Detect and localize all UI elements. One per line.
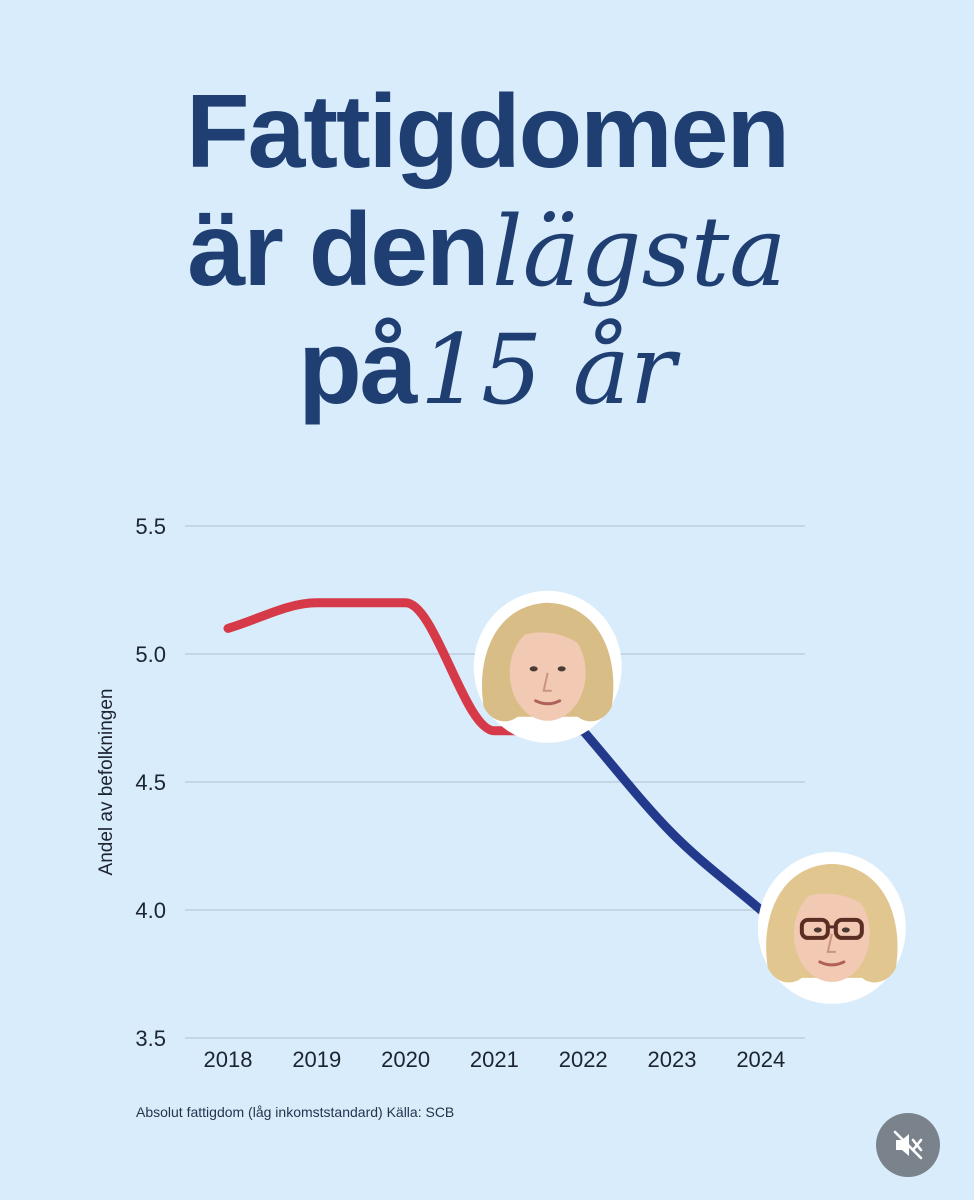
headline-italic-3: 15 år [420, 314, 676, 426]
y-tick-labels: 3.5 4.0 4.5 5.0 5.5 [135, 514, 166, 1051]
portrait-eye [557, 666, 566, 672]
y-tick-label: 5.0 [135, 642, 166, 667]
headline-bold-3: på [298, 310, 417, 426]
portrait-eye [529, 666, 538, 672]
y-tick-label: 4.0 [135, 898, 166, 923]
x-tick-label: 2019 [292, 1047, 341, 1072]
x-tick-label: 2018 [204, 1047, 253, 1072]
portrait-mouth [534, 699, 562, 706]
headline-bold-1: Fattigdomen [186, 74, 790, 190]
portrait-glasses [833, 917, 864, 940]
x-tick-label: 2021 [470, 1047, 519, 1072]
mute-button[interactable] [876, 1113, 940, 1177]
y-tick-label: 5.5 [135, 514, 166, 539]
portrait-eye [813, 927, 822, 933]
series-line-2 [578, 726, 766, 915]
portrait-fringe [787, 874, 876, 916]
portrait-1 [473, 590, 622, 743]
portrait-nose [542, 672, 552, 692]
y-tick-label: 3.5 [135, 1026, 166, 1051]
x-tick-label: 2022 [559, 1047, 608, 1072]
portraits [473, 590, 906, 1004]
x-tick-label: 2024 [736, 1047, 785, 1072]
portrait-eye [841, 927, 850, 933]
portrait-2 [757, 851, 906, 1004]
portrait-mouth [818, 960, 846, 967]
portrait-face [509, 624, 586, 721]
headline-line-1: Fattigdomen [0, 80, 974, 198]
portrait-nose [826, 933, 836, 953]
y-axis-label: Andel av befolkningen [96, 689, 117, 876]
headline-line-2: är den lägsta [0, 198, 974, 316]
gridlines [185, 525, 805, 1039]
speaker-muted-icon [893, 1130, 923, 1160]
line-chart: 3.5 4.0 4.5 5.0 5.5 2018 2019 2020 2021 2022 2023… [96, 514, 906, 1072]
headline-bold-2: är den [187, 192, 489, 308]
portrait-fringe [503, 613, 592, 655]
x-tick-label: 2020 [381, 1047, 430, 1072]
portrait-glasses [799, 917, 830, 940]
source-footnote: Absolut fattigdom (låg inkomststandard) … [136, 1104, 455, 1120]
x-tick-labels: 2018 2019 2020 2021 2022 2023 2024 [204, 1047, 786, 1072]
headline: Fattigdomen är den lägsta på 15 år [0, 80, 974, 434]
x-tick-label: 2023 [648, 1047, 697, 1072]
headline-italic-2: lägsta [492, 196, 787, 308]
y-tick-label: 4.5 [135, 770, 166, 795]
headline-line-3: på 15 år [0, 316, 974, 434]
chart-container: 3.5 4.0 4.5 5.0 5.5 2018 2019 2020 2021 2022 2023… [0, 490, 974, 1090]
